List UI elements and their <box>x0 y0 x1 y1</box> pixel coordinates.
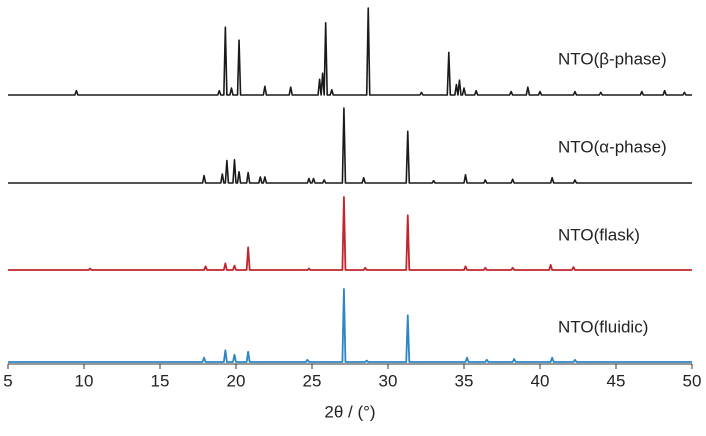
x-tick-label: 30 <box>379 371 398 390</box>
legend-label: NTO(α-phase) <box>558 137 667 156</box>
x-tick-label: 20 <box>227 371 246 390</box>
x-tick-label: 10 <box>75 371 94 390</box>
x-tick-label: 45 <box>607 371 626 390</box>
x-tick-label: 15 <box>151 371 170 390</box>
x-tick-label: 40 <box>531 371 550 390</box>
x-tick-label: 25 <box>303 371 322 390</box>
legend-label: NTO(fluidic) <box>558 317 648 336</box>
legend-label: NTO(β-phase) <box>558 49 667 68</box>
x-tick-label: 5 <box>3 371 12 390</box>
pattern-line <box>8 288 692 363</box>
pattern-line <box>8 107 692 184</box>
x-axis-label: 2θ / (°) <box>324 402 375 421</box>
label-bg <box>552 135 692 161</box>
pattern-line <box>8 7 692 96</box>
x-tick-label: 35 <box>455 371 474 390</box>
pattern-line <box>8 196 692 271</box>
legend-label: NTO(flask) <box>558 225 640 244</box>
label-bg <box>552 315 692 341</box>
label-bg <box>552 47 692 73</box>
label-bg <box>552 223 692 249</box>
x-tick-label: 50 <box>683 371 702 390</box>
